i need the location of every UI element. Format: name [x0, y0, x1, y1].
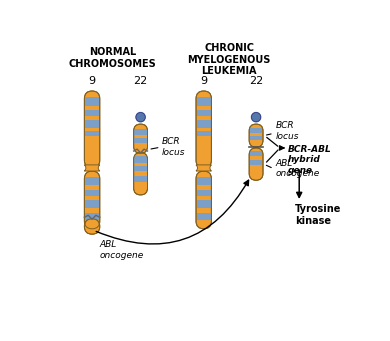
FancyBboxPatch shape [84, 219, 100, 234]
Bar [85, 97, 99, 106]
Text: 22: 22 [249, 76, 263, 86]
Text: ABL
oncogene: ABL oncogene [275, 159, 319, 178]
Text: Tyrosine
kinase: Tyrosine kinase [295, 204, 342, 226]
FancyBboxPatch shape [196, 91, 211, 168]
Bar [250, 160, 262, 165]
Text: BCR
locus: BCR locus [275, 121, 299, 141]
Text: BCR-ABL
hybrid
gene: BCR-ABL hybrid gene [288, 145, 332, 175]
PathPatch shape [84, 165, 100, 171]
FancyBboxPatch shape [84, 91, 100, 168]
Text: NORMAL
CHROMOSOMES: NORMAL CHROMOSOMES [69, 47, 157, 69]
Bar [250, 151, 262, 155]
Bar [250, 128, 262, 133]
Bar [197, 200, 211, 208]
Bar [197, 97, 211, 106]
Bar [197, 190, 211, 196]
FancyBboxPatch shape [84, 171, 100, 229]
Bar [197, 177, 211, 185]
Bar [85, 213, 99, 220]
Bar [135, 176, 147, 182]
FancyArrowPatch shape [96, 180, 248, 244]
Bar [197, 213, 211, 220]
FancyArrowPatch shape [297, 170, 302, 197]
Bar [250, 136, 262, 140]
Circle shape [252, 113, 261, 122]
FancyBboxPatch shape [134, 124, 147, 153]
Bar [85, 110, 99, 116]
FancyBboxPatch shape [134, 152, 147, 195]
FancyArrowPatch shape [280, 146, 284, 150]
FancyBboxPatch shape [249, 124, 263, 147]
Text: 9: 9 [200, 76, 207, 86]
Bar [85, 120, 99, 128]
Bar [135, 138, 147, 143]
Bar [135, 129, 147, 135]
Bar [135, 157, 147, 163]
Bar [85, 200, 99, 208]
Text: 22: 22 [133, 76, 148, 86]
Bar [197, 110, 211, 116]
Bar [85, 190, 99, 196]
Bar [197, 131, 211, 136]
Bar [85, 177, 99, 185]
Bar [85, 131, 99, 136]
PathPatch shape [196, 165, 211, 171]
FancyBboxPatch shape [249, 148, 263, 180]
Bar [135, 166, 147, 171]
Bar [197, 120, 211, 128]
FancyBboxPatch shape [196, 171, 211, 229]
Text: CHRONIC
MYELOGENOUS
LEUKEMIA: CHRONIC MYELOGENOUS LEUKEMIA [188, 43, 271, 76]
Text: BCR
locus: BCR locus [162, 137, 186, 157]
Circle shape [136, 113, 145, 122]
Text: 9: 9 [89, 76, 96, 86]
Text: ABL
oncogene: ABL oncogene [100, 240, 144, 260]
